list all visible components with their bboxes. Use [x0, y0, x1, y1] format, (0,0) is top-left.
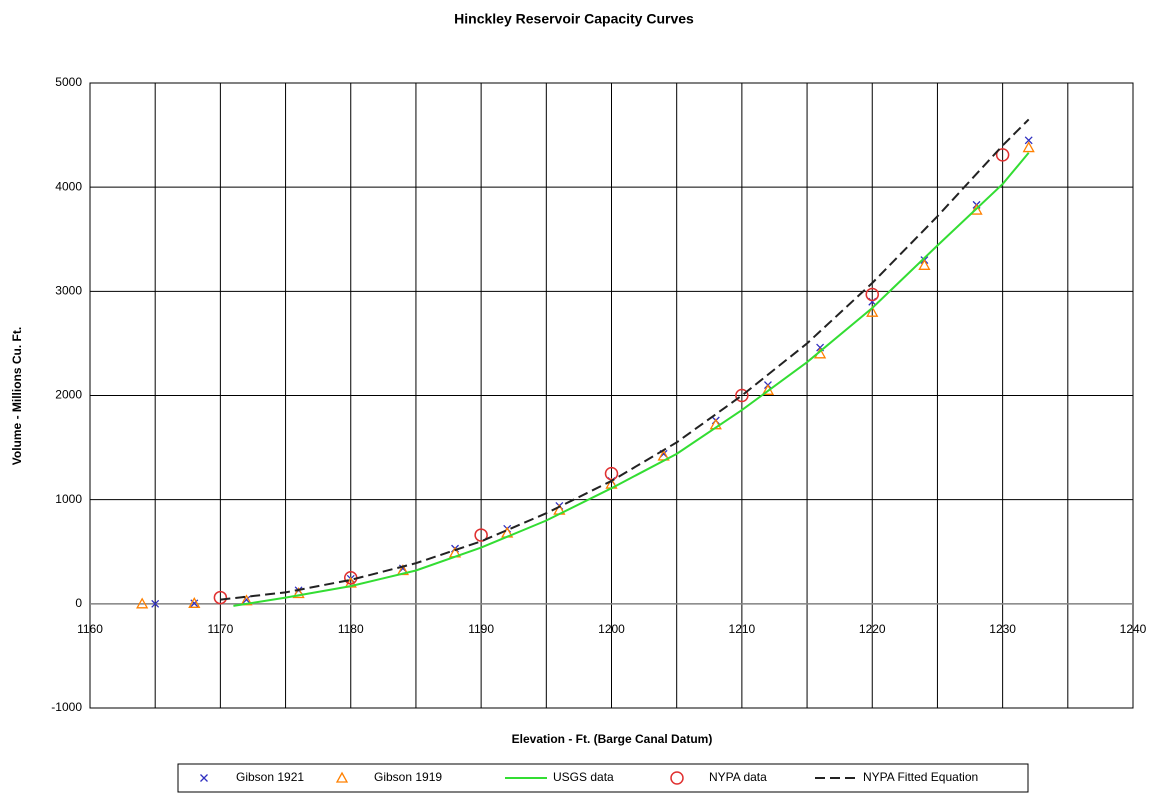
series-line	[233, 152, 1030, 607]
data-point	[474, 528, 488, 542]
legend-label: USGS data	[553, 770, 614, 784]
data-point	[866, 305, 879, 317]
data-point	[151, 599, 160, 608]
data-point	[292, 587, 305, 599]
y-tick-label: 1000	[55, 492, 82, 506]
x-tick-label: 1170	[207, 622, 233, 636]
x-tick-label: 1210	[729, 622, 756, 636]
legend-swatch	[200, 774, 208, 782]
data-point	[136, 597, 149, 609]
legend-box	[177, 763, 1029, 793]
y-tick-label: 0	[75, 596, 82, 610]
x-tick-label: 1220	[859, 622, 886, 636]
y-tick-label: 2000	[55, 388, 82, 402]
x-tick-label: 1190	[468, 622, 494, 636]
x-tick-label: 1180	[338, 622, 364, 636]
x-tick-label: 1230	[989, 622, 1016, 636]
legend-label: Gibson 1921	[236, 770, 304, 784]
y-tick-label: -1000	[51, 700, 82, 714]
data-point	[188, 596, 201, 608]
y-tick-label: 5000	[55, 75, 82, 89]
legend-label: NYPA data	[709, 770, 767, 784]
x-tick-label: 1240	[1120, 622, 1147, 636]
data-point	[918, 258, 931, 270]
data-point	[1022, 141, 1035, 153]
series-line	[220, 118, 1030, 601]
y-tick-label: 4000	[55, 179, 82, 193]
x-axis-title: Elevation - Ft. (Barge Canal Datum)	[512, 732, 713, 746]
y-axis-title: Volume - Millions Cu. Ft.	[10, 327, 24, 465]
data-point	[735, 388, 749, 403]
data-point	[1024, 136, 1033, 145]
legend-swatch	[335, 771, 349, 783]
data-point	[604, 466, 619, 481]
legend-swatch	[670, 771, 684, 785]
chart-title: Hinckley Reservoir Capacity Curves	[454, 11, 694, 27]
data-point	[970, 203, 983, 215]
legend-label: Gibson 1919	[374, 770, 442, 784]
legend-label: NYPA Fitted Equation	[863, 770, 978, 784]
data-point	[213, 590, 228, 605]
x-tick-label: 1160	[77, 622, 103, 636]
y-tick-label: 3000	[55, 284, 82, 298]
data-point	[190, 599, 199, 608]
x-tick-label: 1200	[598, 622, 625, 636]
data-point	[865, 287, 879, 302]
data-point	[995, 148, 1010, 162]
